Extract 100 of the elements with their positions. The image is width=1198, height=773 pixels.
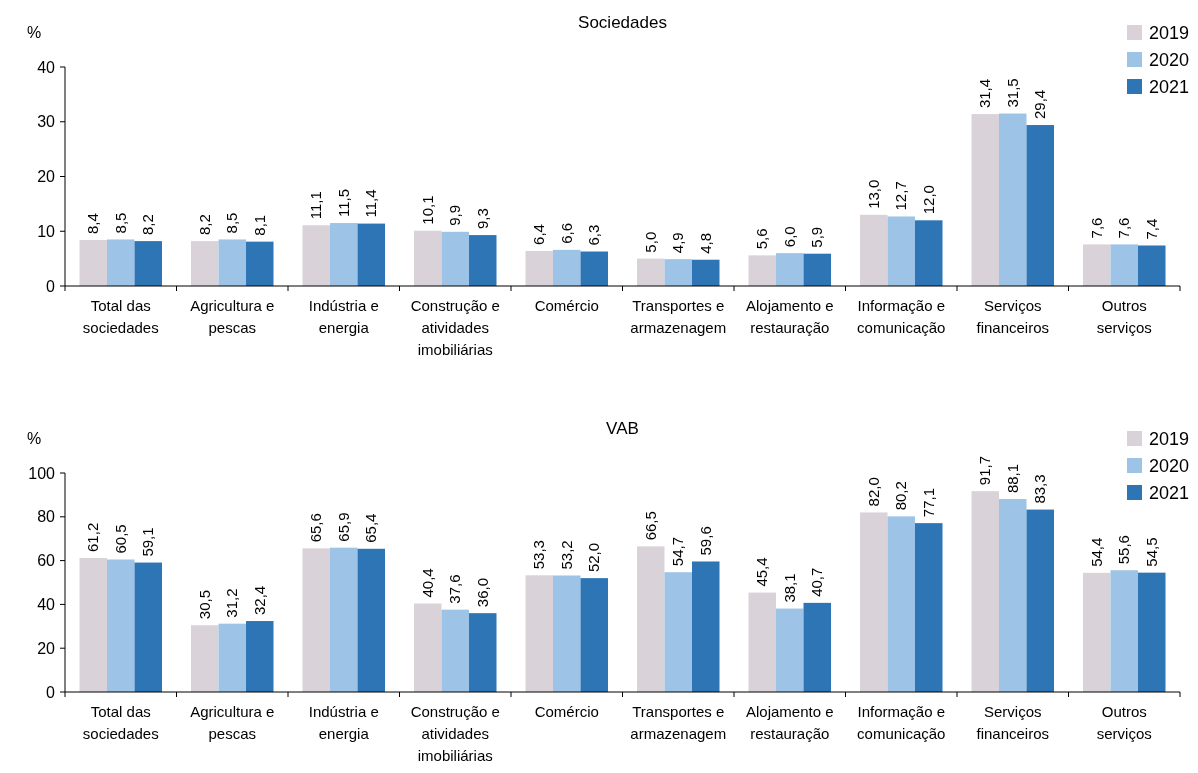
bar xyxy=(441,609,469,692)
text: 11,4 xyxy=(362,189,380,218)
text: 13,0 xyxy=(864,179,882,209)
text: 6,0 xyxy=(780,226,798,248)
text: 12,0 xyxy=(919,185,937,215)
bar xyxy=(218,623,246,692)
text: 31,2 xyxy=(223,588,241,618)
bar xyxy=(803,602,832,692)
x-tick-label: Serviços financeiros xyxy=(976,703,1050,742)
text: 6,4 xyxy=(530,224,548,245)
bar xyxy=(79,240,107,286)
bar xyxy=(302,225,330,286)
text: 10,1 xyxy=(418,195,436,225)
bar xyxy=(191,241,219,286)
text: 31,5 xyxy=(1003,78,1021,108)
text: 53,2 xyxy=(557,540,575,570)
text: 8,2 xyxy=(139,214,157,236)
text: 11,1 xyxy=(307,191,325,220)
text: 8,5 xyxy=(111,212,129,234)
y-tick-label: 80 xyxy=(37,508,56,526)
bar xyxy=(469,613,497,692)
bar xyxy=(330,547,358,692)
text: 5,0 xyxy=(641,231,659,253)
text: 54,5 xyxy=(1142,537,1160,567)
bar xyxy=(1026,125,1054,286)
text: 66,5 xyxy=(641,511,659,541)
text: 60,5 xyxy=(111,524,129,554)
chart-title: Sociedades xyxy=(578,13,667,32)
x-tick-label: Comércio xyxy=(534,297,599,314)
bar xyxy=(776,608,804,692)
chart-title: VAB xyxy=(606,419,639,438)
y-tick-label: 10 xyxy=(37,222,56,240)
y-axis-title: % xyxy=(26,430,42,447)
bar xyxy=(887,216,915,286)
text: 12,7 xyxy=(892,181,910,211)
bar xyxy=(134,562,163,692)
text: 8,5 xyxy=(223,212,241,234)
text: 83,3 xyxy=(1031,474,1049,504)
bar xyxy=(469,235,497,286)
bar xyxy=(664,259,692,286)
y-tick-label: 40 xyxy=(37,595,56,613)
bar xyxy=(692,259,720,286)
text: 91,7 xyxy=(976,455,994,486)
text: 53,3 xyxy=(530,540,548,570)
bar xyxy=(134,241,163,286)
bar xyxy=(915,220,943,286)
text: 65,4 xyxy=(362,513,380,543)
x-tick-label: Comércio xyxy=(534,703,599,720)
text: 31,4 xyxy=(976,78,994,109)
text: 7,4 xyxy=(1142,218,1160,240)
text: 40,7 xyxy=(808,567,826,597)
bar xyxy=(999,113,1027,286)
x-tick-label: Transportes e armazenagem xyxy=(630,297,727,336)
x-tick-label: Agricultura e pescas xyxy=(190,703,275,742)
text: 37,6 xyxy=(446,574,464,604)
legend-label: 2021 xyxy=(1149,483,1190,503)
bar xyxy=(357,548,386,692)
text: 7,6 xyxy=(1087,217,1105,239)
text: 52,0 xyxy=(585,542,603,573)
text: 54,7 xyxy=(669,537,687,567)
text: 11,5 xyxy=(334,188,352,218)
bar xyxy=(748,592,776,692)
bar xyxy=(860,512,888,692)
bar xyxy=(1138,572,1166,692)
bar xyxy=(414,230,442,286)
text: 55,6 xyxy=(1115,535,1133,565)
y-tick-label: 20 xyxy=(37,639,56,657)
text: 5,9 xyxy=(808,226,826,248)
bar xyxy=(414,603,442,692)
text: 59,1 xyxy=(139,527,157,557)
text: 82,0 xyxy=(864,477,882,507)
bar xyxy=(664,572,692,692)
text: 9,3 xyxy=(473,208,491,230)
x-tick-label: Outros serviços xyxy=(1096,297,1152,336)
text: 65,6 xyxy=(307,513,325,543)
text: 40,4 xyxy=(418,568,436,598)
y-tick-label: 0 xyxy=(46,683,56,701)
text: 77,1 xyxy=(919,487,937,518)
text: 54,4 xyxy=(1087,537,1105,567)
y-tick-label: 0 xyxy=(46,277,56,295)
x-tick-label: Informação e comunicação xyxy=(857,297,946,336)
x-tick-label: Agricultura e pescas xyxy=(190,297,275,336)
bar xyxy=(553,575,581,692)
text: 6,6 xyxy=(557,223,575,244)
text: 65,9 xyxy=(334,512,352,542)
bar xyxy=(330,223,358,286)
x-tick-label: Alojamento e restauração xyxy=(745,703,834,742)
text: 4,9 xyxy=(669,232,687,254)
text: 6,3 xyxy=(585,224,603,246)
bar xyxy=(637,546,665,692)
bar xyxy=(580,578,609,692)
x-tick-label: Transportes e armazenagem xyxy=(630,703,727,742)
text: 9,9 xyxy=(446,204,464,226)
legend-label: 2020 xyxy=(1149,50,1190,70)
bar xyxy=(999,499,1027,692)
text: 8,1 xyxy=(250,214,268,236)
text: 88,1 xyxy=(1003,463,1021,494)
y-tick-label: 30 xyxy=(37,113,56,131)
bar xyxy=(1138,245,1166,286)
bar xyxy=(860,214,888,286)
